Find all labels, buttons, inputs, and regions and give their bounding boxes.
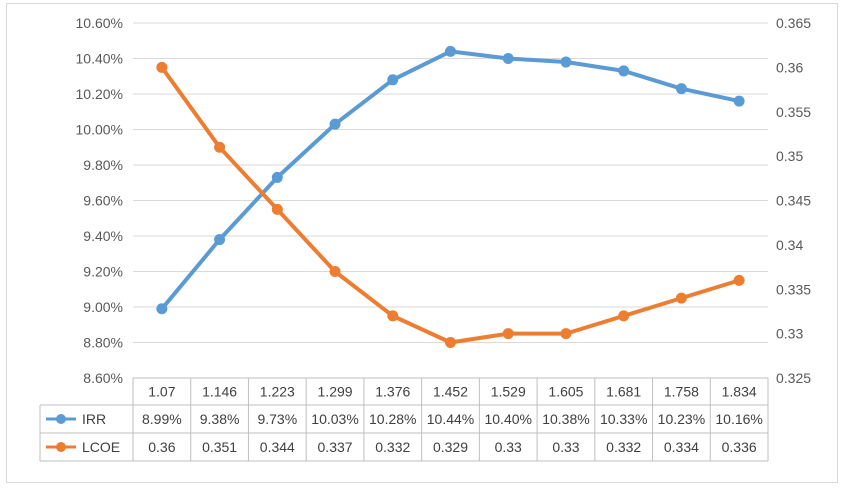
right-axis-tick-labels: 0.325 0.33 0.335 0.34 0.345 0.35 0.355 0.36 0.36… (776, 15, 811, 386)
data-point-lcoe (156, 61, 168, 73)
data-point-irr (387, 74, 399, 86)
left-tick-label: 9.40% (83, 228, 123, 244)
data-table: 1.07 1.146 1.223 1.299 1.376 1.452 1.529 1.605 1… (39, 377, 769, 462)
data-point-lcoe (329, 266, 341, 277)
data-table-value: 10.03% (311, 411, 358, 427)
right-tick-label: 0.35 (776, 148, 803, 164)
data-point-irr (502, 53, 514, 64)
legend-series-name: IRR (82, 411, 106, 427)
right-tick-label: 0.335 (776, 281, 811, 297)
left-tick-label: 9.60% (83, 193, 123, 209)
data-point-lcoe (618, 310, 630, 322)
data-table-value: 9.73% (257, 411, 297, 427)
data-table-value: 0.344 (260, 439, 295, 455)
series-lines (156, 45, 745, 348)
category-label: 1.681 (606, 384, 641, 400)
data-table-value: 10.28% (369, 411, 416, 427)
data-table-value: 0.336 (722, 439, 757, 455)
left-tick-label: 8.60% (83, 370, 123, 386)
data-table-value: 10.23% (658, 411, 705, 427)
right-tick-label: 0.34 (776, 237, 803, 253)
data-point-lcoe (271, 203, 283, 215)
data-table-value: 0.36 (148, 439, 175, 455)
right-tick-label: 0.345 (776, 193, 811, 209)
data-point-irr (329, 118, 341, 130)
right-tick-label: 0.325 (776, 370, 811, 386)
data-table-value: 0.332 (606, 439, 641, 455)
right-tick-label: 0.365 (776, 15, 811, 31)
legend-key-marker (56, 414, 66, 424)
data-point-lcoe (502, 328, 514, 340)
right-tick-label: 0.36 (776, 59, 803, 75)
data-point-irr (445, 45, 456, 57)
data-table-value: 8.99% (142, 411, 182, 427)
data-point-lcoe (733, 274, 745, 286)
data-table-value: 0.33 (495, 439, 522, 455)
left-tick-label: 9.00% (83, 299, 123, 315)
data-table-value: 0.329 (433, 439, 468, 455)
category-label: 1.146 (202, 384, 237, 400)
category-label: 1.223 (260, 384, 295, 400)
category-label: 1.299 (318, 384, 353, 400)
data-point-irr (560, 56, 572, 68)
data-point-lcoe (445, 337, 456, 348)
data-point-irr (271, 171, 283, 183)
data-table-value: 0.33 (552, 439, 579, 455)
left-tick-label: 10.60% (76, 15, 123, 31)
left-tick-label: 10.00% (76, 122, 123, 138)
data-table-value: 10.40% (484, 411, 531, 427)
right-tick-label: 0.33 (776, 326, 803, 342)
data-table-value: 10.16% (715, 411, 762, 427)
category-label: 1.758 (664, 384, 699, 400)
legend-key-marker (56, 442, 66, 452)
left-axis-tick-labels: 8.60% 8.80% 9.00% 9.20% 9.40% 9.60% 9.80% 10.00… (76, 15, 123, 386)
data-point-irr (618, 65, 630, 77)
data-table-value: 0.332 (375, 439, 410, 455)
category-label: 1.07 (148, 384, 175, 400)
left-tick-label: 8.80% (83, 335, 123, 351)
data-point-irr (733, 95, 745, 107)
data-point-lcoe (675, 292, 687, 304)
data-table-value: 10.38% (542, 411, 589, 427)
data-point-lcoe (387, 310, 399, 322)
data-point-lcoe (214, 141, 226, 153)
category-label: 1.529 (491, 384, 526, 400)
data-table-value: 0.334 (664, 439, 699, 455)
category-label: 1.452 (433, 384, 468, 400)
data-point-irr (214, 234, 226, 246)
left-tick-label: 9.20% (83, 264, 123, 280)
data-table-value: 0.337 (318, 439, 353, 455)
data-point-lcoe (560, 328, 572, 340)
left-tick-label: 10.20% (76, 86, 123, 102)
right-tick-label: 0.355 (776, 104, 811, 120)
category-label: 1.605 (548, 384, 583, 400)
left-tick-label: 9.80% (83, 157, 123, 173)
category-label: 1.376 (375, 384, 410, 400)
data-table-value: 10.44% (427, 411, 474, 427)
data-table-value: 9.38% (200, 411, 240, 427)
series-line-lcoe (159, 65, 742, 345)
gridlines (133, 22, 768, 379)
category-label: 1.834 (722, 384, 757, 400)
data-table-value: 0.351 (202, 439, 237, 455)
data-table-value: 10.33% (600, 411, 647, 427)
left-tick-label: 10.40% (76, 51, 123, 67)
data-point-irr (675, 83, 687, 95)
data-point-irr (156, 303, 168, 315)
legend-series-name: LCOE (82, 439, 120, 455)
